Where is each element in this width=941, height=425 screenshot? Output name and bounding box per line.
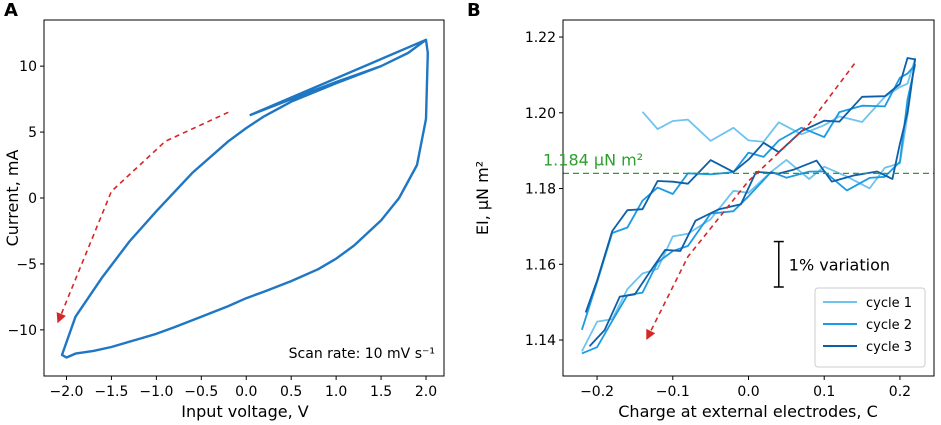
a-xtick-label: 1.0 [325,384,347,400]
a-xtick-label: −2.0 [49,384,83,400]
b-ytick-label: 1.14 [525,333,556,349]
a-xtick-label: 2.0 [415,384,437,400]
panel-b: B −0.2 −0.1 0.0 0.1 0.2 1.14 1.16 1.18 1.20 1.22… [467,0,935,421]
a-ytick-label: −10 [7,323,37,339]
b-direction-arrow-head [646,328,656,341]
panel-a: A −2.0 −1.5 −1.0 −0.5 0.0 0.5 1.0 1.5 2.0 −10 −5 0… [3,0,445,421]
b-xtick-label: −0.2 [580,384,614,400]
panel-a-xlabel: Input voltage, V [181,402,308,421]
a-xtick-label: −0.5 [184,384,218,400]
a-ytick-label: 5 [28,125,37,141]
b-ytick-label: 1.20 [525,106,556,122]
a-xtick-label: −1.0 [139,384,173,400]
b-ytick-label: 1.18 [525,182,556,198]
scale-bar-label: 1% variation [789,255,890,274]
legend-label-cycle-2: cycle 2 [866,318,912,333]
panel-b-xlabel: Charge at external electrodes, C [618,402,877,421]
a-ytick-label: 10 [19,59,37,75]
series-line-cycle-3 [584,57,916,347]
a-direction-arrow-head [56,312,66,324]
a-ytick-label: 0 [28,191,37,207]
a-xtick-label: 0.0 [235,384,257,400]
a-xtick-label: 0.5 [280,384,302,400]
b-xtick-label: 0.0 [737,384,759,400]
b-xtick-label: −0.1 [656,384,690,400]
legend-label-cycle-1: cycle 1 [866,296,912,311]
panel-a-ylabel: Current, mA [3,150,22,247]
panel-a-label: A [4,0,18,21]
b-xtick-label: 0.1 [813,384,835,400]
a-xtick-label: 1.5 [370,384,392,400]
reference-label: 1.184 μN m² [543,150,643,169]
cv-loop-line [60,38,429,359]
a-direction-arrow-path [56,111,229,324]
b-ytick-label: 1.16 [525,257,556,273]
panel-a-frame [43,19,445,377]
panel-b-ylabel: EI, μN m² [473,161,492,235]
b-ytick-label: 1.22 [525,30,556,46]
scan-rate-annotation: Scan rate: 10 mV s⁻¹ [289,346,435,362]
legend-box [814,287,926,368]
panel-b-label: B [467,0,481,21]
a-ytick-label: −5 [16,257,37,273]
legend-label-cycle-3: cycle 3 [866,340,912,355]
series-line-cycle-1 [581,57,916,352]
a-xtick-label: −1.5 [94,384,128,400]
legend: cycle 1 cycle 2 cycle 3 [814,287,926,368]
scale-bar [773,240,784,288]
b-xtick-label: 0.2 [889,384,911,400]
